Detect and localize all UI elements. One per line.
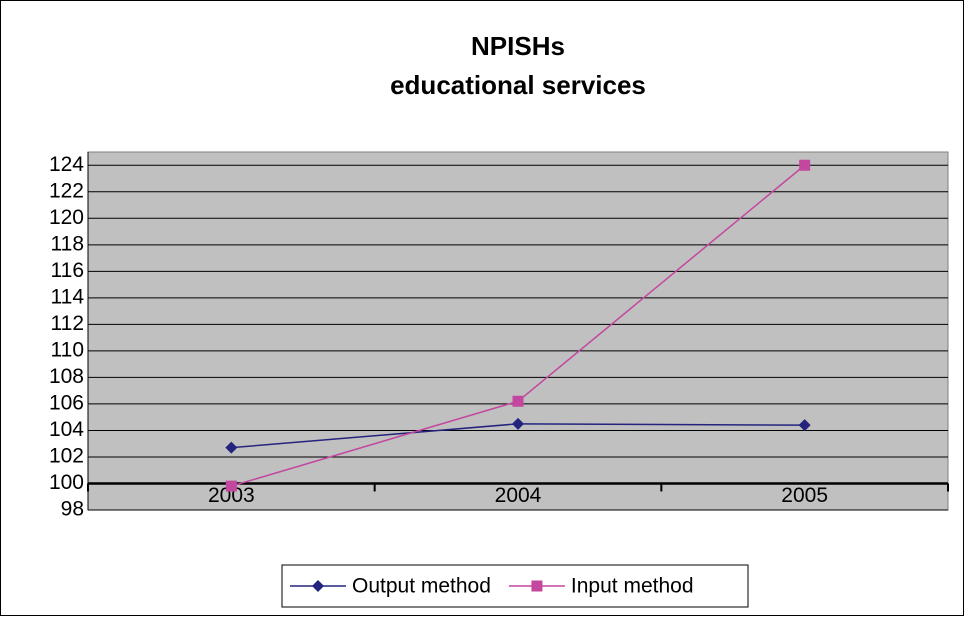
x-tick-label: 2004 (495, 484, 542, 507)
data-point (799, 159, 811, 171)
legend-marker (531, 580, 543, 592)
y-tick-label: 114 (51, 285, 85, 308)
y-tick-label: 106 (49, 391, 84, 414)
legend-marker (312, 580, 324, 592)
x-tick-label: 2005 (781, 484, 828, 507)
y-tick-label: 124 (49, 153, 84, 176)
chart-subtitle: educational services (390, 70, 646, 100)
y-tick-label: 98 (61, 498, 84, 521)
y-tick-label: 104 (49, 418, 84, 441)
y-tick-label: 110 (51, 338, 84, 361)
y-tick-label: 108 (49, 365, 84, 388)
y-tick-label: 116 (51, 259, 84, 282)
y-tick-label: 118 (51, 232, 84, 255)
data-point (225, 441, 238, 454)
chart-title: NPISHs (471, 31, 565, 61)
data-point (512, 395, 524, 407)
y-tick-label: 100 (49, 471, 84, 494)
data-point (225, 480, 237, 492)
plot-area (87, 151, 949, 511)
x-tick-label: 2003 (208, 484, 255, 507)
y-tick-label: 102 (49, 445, 84, 468)
y-tick-label: 122 (49, 179, 84, 202)
legend-label: Output method (352, 575, 491, 598)
y-tick-label: 120 (49, 206, 84, 229)
legend-label: Input method (571, 575, 694, 598)
data-point (798, 419, 811, 432)
data-point (512, 417, 524, 430)
y-tick-label: 112 (51, 312, 84, 335)
